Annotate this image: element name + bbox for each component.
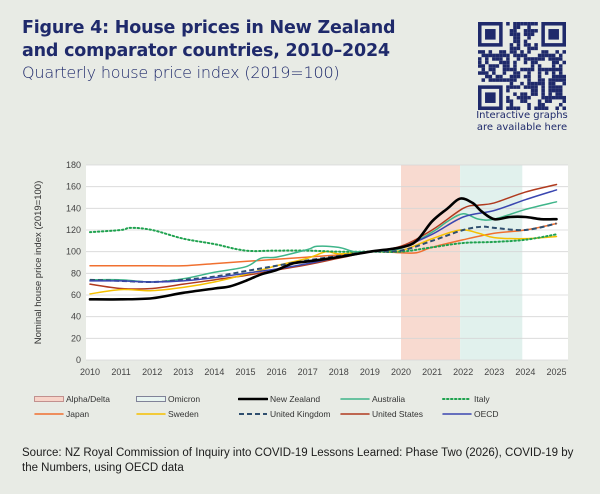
x-tick-label: 2017 xyxy=(298,367,318,377)
legend-label: Australia xyxy=(372,394,406,404)
legend-item-italy: Italy xyxy=(442,394,490,404)
legend-swatch xyxy=(442,398,472,400)
legend-label: New Zealand xyxy=(270,394,321,404)
x-tick-label: 2016 xyxy=(267,367,287,377)
y-tick-label: 160 xyxy=(66,182,81,192)
x-tick-label: 2010 xyxy=(80,367,100,377)
legend-item-united-kingdom: United Kingdom xyxy=(238,409,330,419)
legend-item-omicron: Omicron xyxy=(136,394,200,404)
y-tick-label: 20 xyxy=(71,333,81,343)
y-tick-label: 0 xyxy=(76,355,81,365)
x-tick-label: 2020 xyxy=(391,367,411,377)
x-tick-label: 2024 xyxy=(515,367,535,377)
legend-item-new-zealand: New Zealand xyxy=(238,394,320,404)
source-note: Source: NZ Royal Commission of Inquiry i… xyxy=(22,447,574,474)
x-tick-label: 2013 xyxy=(173,367,193,377)
qr-caption-line2: are available here xyxy=(476,122,568,133)
x-tick-label: 2018 xyxy=(329,367,349,377)
line-chart: 0 20 40 60 80 100 120 140 160 180 2010 2011 2012 2013… xyxy=(33,160,568,377)
y-tick-label: 180 xyxy=(66,160,81,170)
y-axis-label: Nominal house price index (2019=100) xyxy=(33,181,44,344)
y-tick-label: 80 xyxy=(71,268,81,278)
legend-swatch xyxy=(239,413,267,415)
legend-swatch xyxy=(34,413,64,415)
series-line-sweden xyxy=(89,229,558,295)
legend-label: Sweden xyxy=(168,409,199,419)
legend-label: Japan xyxy=(66,409,90,419)
x-tick-label: 2012 xyxy=(142,367,162,377)
legend-item-united-states: United States xyxy=(340,409,423,419)
series-line-new-zealand xyxy=(88,197,558,301)
y-tick-label: 60 xyxy=(71,290,81,300)
legend-item-alpha-delta: Alpha/Delta xyxy=(34,394,110,404)
legend-swatch xyxy=(136,413,166,415)
legend-label: Italy xyxy=(474,394,490,404)
legend-label: United States xyxy=(372,409,424,419)
legend-item-australia: Australia xyxy=(340,394,405,404)
x-tick-label: 2021 xyxy=(422,367,442,377)
legend-swatch xyxy=(238,397,268,401)
page-subtitle: Quarterly house price index (2019=100) xyxy=(22,63,340,82)
x-tick-label: 2015 xyxy=(235,367,255,377)
qr-code-icon[interactable] xyxy=(478,22,566,110)
x-tick-label: 2019 xyxy=(360,367,380,377)
x-tick-label: 2025 xyxy=(546,367,566,377)
x-tick-label: 2011 xyxy=(111,367,130,377)
x-tick-label: 2014 xyxy=(204,367,224,377)
legend-item-japan: Japan xyxy=(34,409,89,419)
x-tick-label: 2023 xyxy=(484,367,504,377)
legend-label: Alpha/Delta xyxy=(66,394,110,404)
x-tick-label: 2022 xyxy=(453,367,473,377)
qr-caption-line1: Interactive graphs xyxy=(476,110,568,121)
shaded-period-omicron xyxy=(460,165,523,360)
legend-swatch xyxy=(136,396,166,402)
legend-swatch xyxy=(442,413,472,415)
page-title: Figure 4: House prices in New Zealand an… xyxy=(22,18,396,61)
legend-swatch xyxy=(34,396,64,402)
y-tick-label: 100 xyxy=(66,247,81,257)
y-tick-label: 140 xyxy=(66,203,81,213)
y-tick-label: 120 xyxy=(66,225,81,235)
legend-label: United Kingdom xyxy=(270,409,331,419)
legend-label: OECD xyxy=(474,409,499,419)
legend-swatch xyxy=(340,413,370,415)
series-line-australia xyxy=(89,201,558,283)
legend-label: Omicron xyxy=(168,394,201,404)
legend-item-sweden: Sweden xyxy=(136,409,199,419)
qr-caption: Interactive graphs are available here xyxy=(470,110,574,134)
series-line-italy xyxy=(89,226,558,253)
y-tick-label: 40 xyxy=(71,312,81,322)
shaded-period-alpha-delta xyxy=(401,165,461,360)
legend-swatch xyxy=(340,398,370,400)
legend-item-oecd: OECD xyxy=(442,409,499,419)
